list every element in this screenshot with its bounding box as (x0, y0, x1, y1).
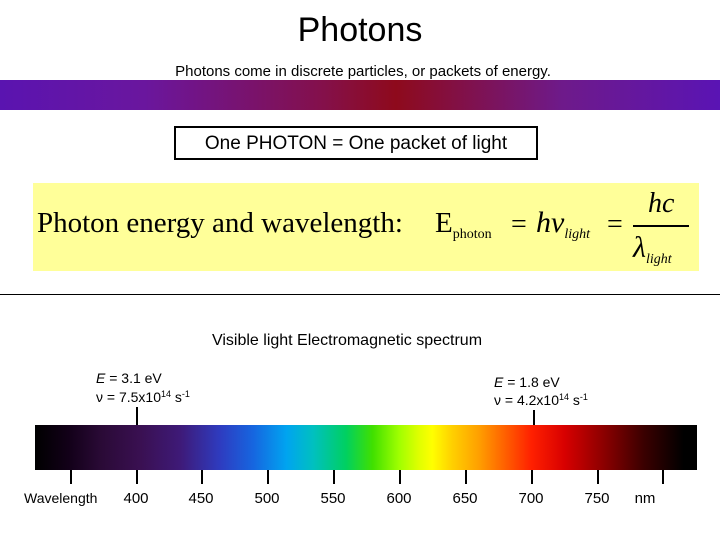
formula-lambda: λlight (633, 231, 672, 267)
tick-500 (267, 470, 269, 484)
left-energy-label: E = 3.1 eV (96, 370, 162, 386)
formula-e-sub: photon (452, 227, 492, 242)
spectrum-title: Visible light Electromagnetic spectrum (211, 332, 483, 349)
divider (0, 294, 720, 295)
subtitle: Photons come in discrete particles, or p… (175, 63, 551, 80)
axis-end-tick (662, 470, 664, 484)
visible-spectrum-bar (35, 425, 697, 470)
left-frequency-label: ν = 7.5x1014 s-1 (96, 389, 190, 405)
formula-eq2: = (607, 209, 623, 240)
tick-label-500: 500 (254, 490, 280, 507)
tick-label-400: 400 (123, 490, 149, 507)
tick-600 (399, 470, 401, 484)
tick-label-550: 550 (320, 490, 346, 507)
left-marker (136, 407, 138, 425)
right-marker (533, 410, 535, 425)
formula-lambda-sub: light (646, 252, 672, 267)
tick-label-600: 600 (386, 490, 412, 507)
tick-label-650: 650 (452, 490, 478, 507)
formula-hc: hc (648, 188, 675, 219)
formula-panel: Photon energy and wavelength: Ephoton = … (33, 183, 699, 271)
photon-definition-box: One PHOTON = One packet of light (174, 126, 538, 160)
formula-hnu: hνlight (536, 206, 590, 242)
right-frequency-label: ν = 4.2x1014 s-1 (494, 392, 588, 408)
wavelength-axis-label: Wavelength (24, 490, 98, 506)
tick-450 (201, 470, 203, 484)
tick-400 (136, 470, 138, 484)
tick-label-700: 700 (518, 490, 544, 507)
axis-start-tick (70, 470, 72, 484)
formula-label: Photon energy and wavelength: (37, 207, 403, 239)
formula-eq1: = (511, 209, 527, 240)
formula-e: Ephoton (435, 207, 492, 242)
tick-label-750: 750 (584, 490, 610, 507)
formula-nu-sub: light (564, 227, 590, 242)
color-band (0, 80, 720, 110)
tick-750 (597, 470, 599, 484)
tick-label-450: 450 (188, 490, 214, 507)
page-title: Photons (297, 11, 423, 49)
unit-label: nm (634, 490, 656, 507)
tick-550 (333, 470, 335, 484)
tick-700 (531, 470, 533, 484)
fraction-bar (633, 225, 689, 227)
right-energy-label: E = 1.8 eV (494, 374, 560, 390)
tick-650 (465, 470, 467, 484)
